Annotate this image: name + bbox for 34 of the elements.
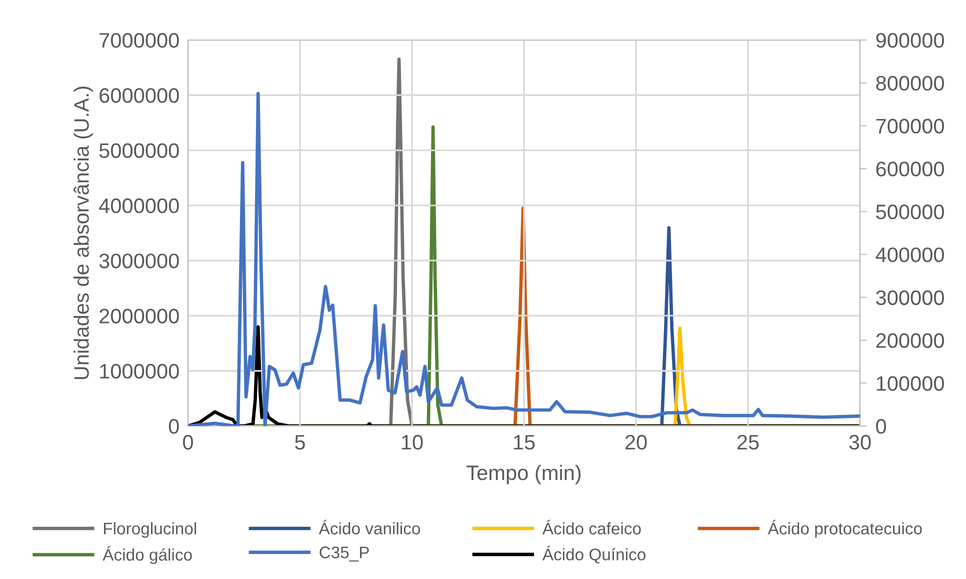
x-tick-label: 25 <box>737 434 759 450</box>
y2-tick-label: 400000 <box>876 247 944 262</box>
legend-label: Ácido Quínico <box>542 546 646 564</box>
y-axis-title: Unidades de absorvância (U.A.) <box>74 86 94 380</box>
y-tick-label: 3000000 <box>99 254 179 268</box>
x-tick-label: 20 <box>625 434 647 450</box>
y2-tick-label: 900000 <box>876 33 944 48</box>
x-axis-title: Tempo (min) <box>466 464 581 484</box>
legend-label: Ácido protocatecuico <box>768 520 922 538</box>
y2-tick-label: 0 <box>876 419 886 434</box>
y-tick-label: 7000000 <box>100 33 179 48</box>
x-tick-label: 0 <box>183 434 193 450</box>
y2-tick-label: 200000 <box>876 333 944 348</box>
x-tick-label: 15 <box>514 435 535 450</box>
legend-label: Ácido gálico <box>102 546 192 564</box>
legend-label: Ácido cafeico <box>542 520 641 534</box>
y2-tick-label: 600000 <box>876 162 944 176</box>
legend-label: C35_P <box>320 546 369 562</box>
y2-tick-label: 100000 <box>876 376 944 391</box>
y2-tick-label: 800000 <box>876 76 944 91</box>
x-tick-label: 5 <box>295 435 305 450</box>
x-tick-label: 30 <box>849 434 871 450</box>
y-tick-label: 2000000 <box>100 308 179 324</box>
y-tick-label: 6000000 <box>100 88 179 103</box>
y-tick-label: 5000000 <box>99 143 179 158</box>
legend-label: Floroglucinol <box>104 522 196 538</box>
legend-label: Ácido vanilico <box>318 520 420 534</box>
y2-tick-label: 700000 <box>876 118 944 134</box>
y2-tick-label: 500000 <box>876 204 944 220</box>
x-tick-label: 10 <box>402 434 423 450</box>
y2-tick-label: 300000 <box>876 290 944 306</box>
y-tick-label: 4000000 <box>99 198 179 214</box>
y-tick-label: 1000000 <box>100 364 179 379</box>
y-tick-label: 0 <box>168 419 179 434</box>
